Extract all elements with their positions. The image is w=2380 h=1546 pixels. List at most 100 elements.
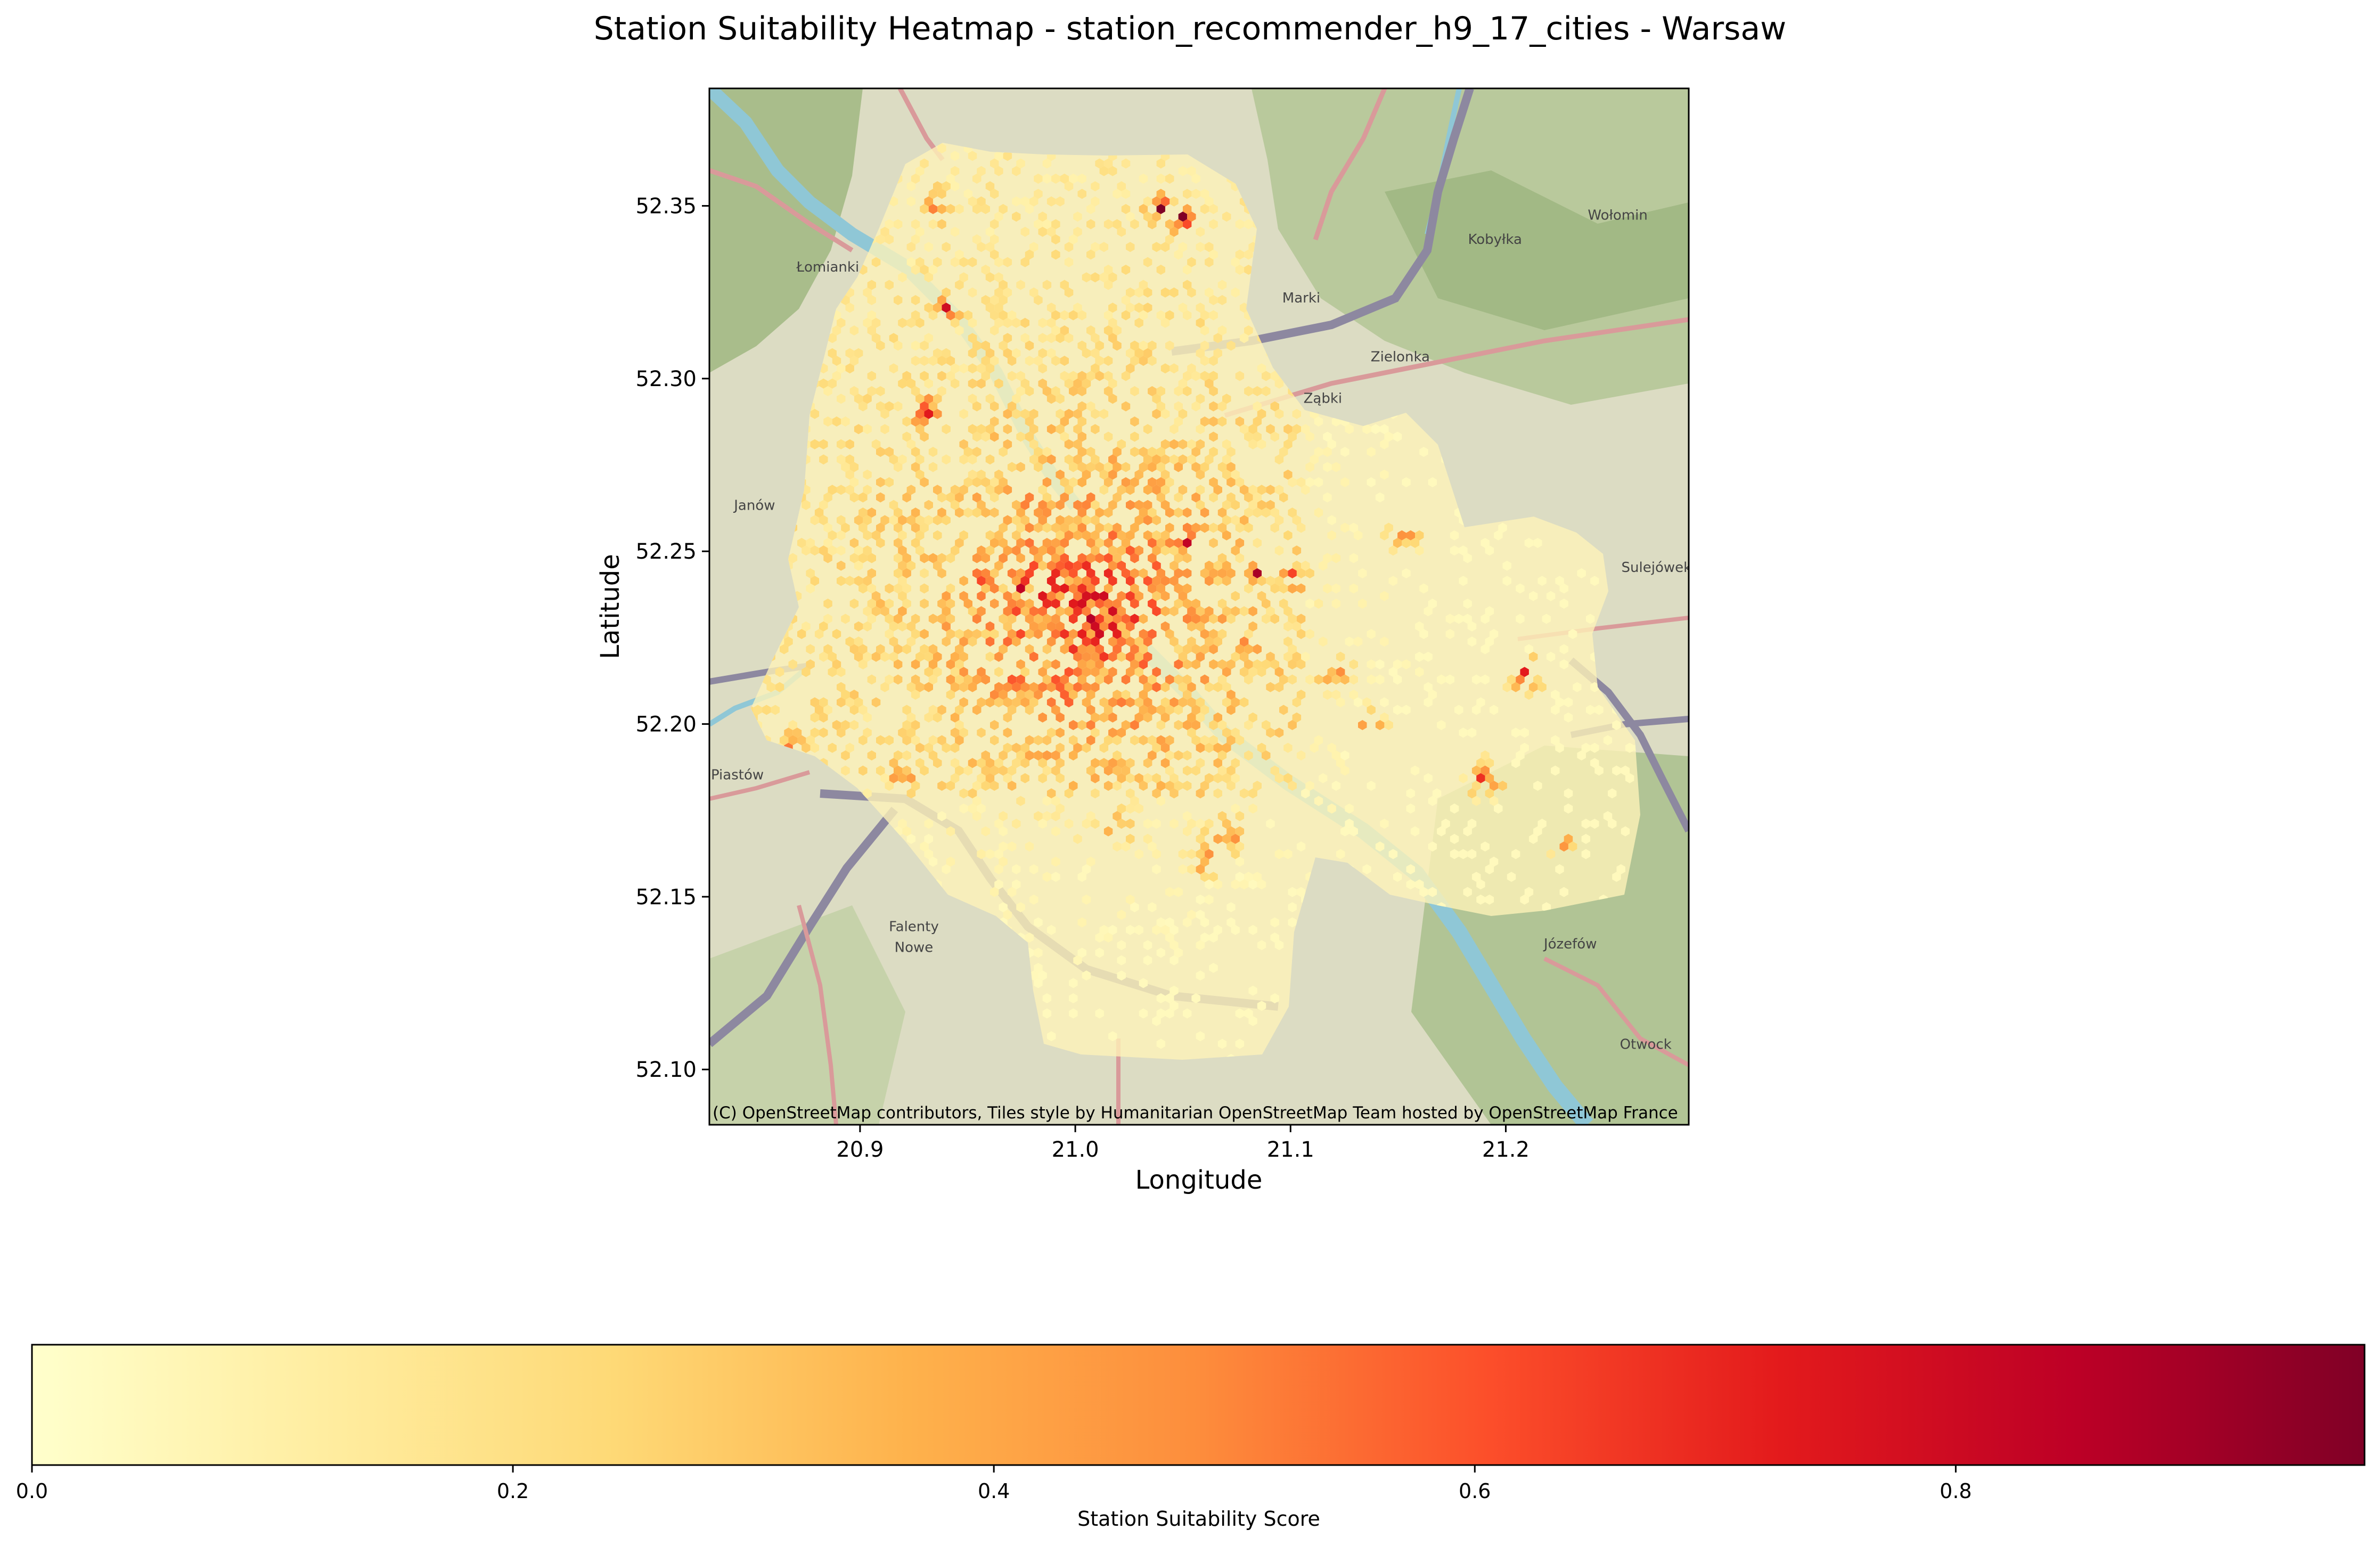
heat-cell [1288,720,1297,730]
heat-cell [1056,545,1065,556]
heat-cell [1025,568,1034,578]
heat-cell [1169,226,1179,237]
heat-cell [1367,781,1376,791]
heat-cell [1077,629,1086,639]
heat-cell [1459,773,1468,783]
heat-cell [1051,750,1060,760]
heat-cell [955,674,964,685]
heat-cell [1625,742,1634,753]
heat-cell [1099,272,1109,283]
heat-cell [1244,431,1253,442]
heat-cell [1559,841,1568,852]
heat-cell [1148,841,1157,852]
heat-cell [1463,887,1472,897]
heat-cell [981,583,990,594]
heat-cell [849,538,859,548]
heat-cell [1257,363,1266,374]
heat-cell [898,317,907,328]
heat-cell [1165,932,1174,943]
heat-cell [902,568,911,578]
heat-cell [1209,522,1218,533]
heat-cell [1191,174,1200,184]
heat-cell [1073,454,1082,465]
heat-cell [845,576,854,586]
heat-cell [1367,447,1376,457]
heat-cell [981,568,990,578]
heat-cell [990,219,999,230]
heat-cell [1025,416,1034,427]
heat-cell [959,408,968,419]
heat-cell [1200,325,1209,336]
heat-cell [1292,545,1302,556]
heat-cell [933,302,942,313]
heat-cell [1169,819,1179,829]
heat-cell [1152,485,1161,495]
heat-cell [1029,894,1038,905]
heat-cell [994,849,1003,860]
heat-cell [1056,606,1065,617]
heat-cell [1209,720,1218,730]
heat-cell [1099,697,1109,708]
heat-cell [1077,522,1086,533]
heat-cell [806,568,815,578]
heat-cell [933,651,942,662]
heat-cell [1156,568,1165,578]
heat-cell [1516,614,1525,624]
heat-cell [1183,781,1192,791]
heat-cell [885,781,894,791]
heat-cell [1042,735,1052,746]
colorbar-tick-label: 0.0 [16,1479,48,1503]
heat-cell [1139,1008,1148,1019]
heat-cell [1148,583,1157,594]
heat-cell [1007,462,1017,472]
heat-cell [1196,394,1205,404]
heat-cell [1134,287,1143,298]
heat-cell [1594,765,1604,776]
heat-cell [972,340,982,351]
heat-cell [1042,659,1052,669]
heat-cell [876,765,885,776]
heat-cell [841,614,850,624]
heat-cell [937,553,946,563]
heat-cell [1029,424,1038,435]
heat-cell [1095,340,1104,351]
heat-cell [1003,591,1012,601]
heat-cell [1139,204,1148,214]
heat-cell [1187,621,1196,632]
heat-cell [858,401,868,412]
heat-cell [1091,576,1100,586]
heat-cell [1257,1001,1266,1011]
heat-cell [937,599,946,609]
heat-cell [828,348,837,358]
heat-cell [928,462,938,472]
heat-cell [1060,310,1069,321]
heat-cell [1165,629,1174,639]
heat-cell [1042,1008,1052,1019]
heat-cell [990,401,999,412]
heat-cell [1117,910,1126,920]
heat-cell [1113,189,1122,199]
heat-cell [972,781,982,791]
heat-cell [1235,522,1245,533]
heat-cell [1323,674,1332,685]
heat-cell [1034,522,1043,533]
heat-cell [1520,742,1529,753]
heat-cell [920,265,929,275]
heat-cell [1424,606,1433,617]
heat-cell [823,599,832,609]
heat-cell [1025,932,1034,943]
heat-cell [1217,325,1227,336]
heat-cell [1564,697,1573,708]
heat-cell [1380,469,1389,480]
heat-cell [933,485,942,495]
heat-cell [906,181,916,192]
heat-cell [1038,667,1047,677]
heat-cell [849,356,859,366]
heat-cell [950,667,960,677]
heat-cell [1034,811,1043,821]
heat-cell [837,317,846,328]
heat-cell [990,508,999,518]
colorbar [31,1344,2366,1466]
heat-cell [1178,651,1188,662]
heat-cell [1073,955,1082,966]
